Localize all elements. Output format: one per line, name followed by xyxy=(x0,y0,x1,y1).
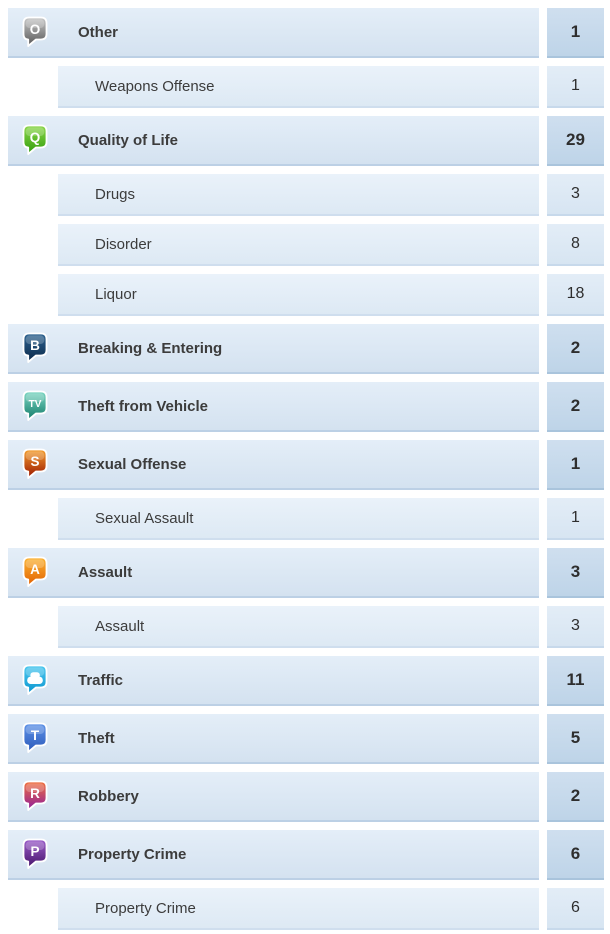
subcategory-label: Disorder xyxy=(95,235,152,253)
category-bar: S Sexual Offense xyxy=(8,440,539,490)
category-row-breaking-entering[interactable]: B Breaking & Entering 2 xyxy=(8,324,604,374)
category-bar: Weapons Offense xyxy=(58,66,539,108)
svg-text:T: T xyxy=(31,728,40,743)
category-bar: TV Theft from Vehicle xyxy=(8,382,539,432)
category-row-theft[interactable]: T Theft 5 xyxy=(8,714,604,764)
subcategory-row-sexual-assault[interactable]: Sexual Assault 1 xyxy=(8,498,604,540)
subcategory-row-liquor[interactable]: Liquor 18 xyxy=(8,274,604,316)
category-bar: Sexual Assault xyxy=(58,498,539,540)
count-badge: 1 xyxy=(547,66,604,108)
count-badge: 3 xyxy=(547,174,604,216)
category-label: Theft xyxy=(78,729,115,747)
svg-text:B: B xyxy=(30,338,40,353)
category-bar: A Assault xyxy=(8,548,539,598)
svg-text:A: A xyxy=(30,562,40,577)
count-badge: 5 xyxy=(547,714,604,764)
category-row-other[interactable]: O Other 1 xyxy=(8,8,604,58)
category-label: Robbery xyxy=(78,787,139,805)
subcategory-row-assault-sub[interactable]: Assault 3 xyxy=(8,606,604,648)
category-row-robbery[interactable]: R Robbery 2 xyxy=(8,772,604,822)
category-label: Assault xyxy=(78,563,133,581)
subcategory-row-disorder[interactable]: Disorder 8 xyxy=(8,224,604,266)
traffic-car-icon xyxy=(20,663,50,697)
sexual-offense-icon: S xyxy=(20,447,50,481)
subcategory-row-drugs[interactable]: Drugs 3 xyxy=(8,174,604,216)
breaking-and-entering-icon: B xyxy=(20,331,50,365)
category-bar: B Breaking & Entering xyxy=(8,324,539,374)
category-label: Theft from Vehicle xyxy=(78,397,209,415)
count-badge: 2 xyxy=(547,772,604,822)
category-row-property-crime[interactable]: P Property Crime 6 xyxy=(8,830,604,880)
category-bar: Drugs xyxy=(58,174,539,216)
svg-text:P: P xyxy=(30,844,39,859)
svg-text:O: O xyxy=(30,22,41,37)
category-bar: P Property Crime xyxy=(8,830,539,880)
category-bar: Property Crime xyxy=(58,888,539,930)
category-bar: Assault xyxy=(58,606,539,648)
count-badge: 29 xyxy=(547,116,604,166)
subcategory-row-property-crime-sub[interactable]: Property Crime 6 xyxy=(8,888,604,930)
category-label: Sexual Offense xyxy=(78,455,187,473)
assault-icon: A xyxy=(20,555,50,589)
theft-icon: T xyxy=(20,721,50,755)
count-badge: 3 xyxy=(547,548,604,598)
count-badge: 1 xyxy=(547,440,604,490)
count-badge: 18 xyxy=(547,274,604,316)
theft-from-vehicle-icon: TV xyxy=(20,389,50,423)
count-badge: 3 xyxy=(547,606,604,648)
category-bar: O Other xyxy=(8,8,539,58)
category-row-theft-from-vehicle[interactable]: TV Theft from Vehicle 2 xyxy=(8,382,604,432)
svg-text:R: R xyxy=(30,786,40,801)
count-badge: 6 xyxy=(547,888,604,930)
category-label: Breaking & Entering xyxy=(78,339,223,357)
quality-of-life-icon: Q xyxy=(20,123,50,157)
category-bar: Traffic xyxy=(8,656,539,706)
svg-text:S: S xyxy=(30,454,39,469)
subcategory-label: Sexual Assault xyxy=(95,509,194,527)
other-icon: O xyxy=(20,15,50,49)
count-badge: 8 xyxy=(547,224,604,266)
category-row-traffic[interactable]: Traffic 11 xyxy=(8,656,604,706)
category-bar: R Robbery xyxy=(8,772,539,822)
svg-text:Q: Q xyxy=(30,130,41,145)
category-label: Other xyxy=(78,23,119,41)
count-badge: 2 xyxy=(547,382,604,432)
category-row-quality-of-life[interactable]: Q Quality of Life 29 xyxy=(8,116,604,166)
subcategory-label: Weapons Offense xyxy=(95,77,215,95)
category-row-sexual-offense[interactable]: S Sexual Offense 1 xyxy=(8,440,604,490)
category-label: Property Crime xyxy=(78,845,187,863)
count-badge: 1 xyxy=(547,498,604,540)
category-label: Quality of Life xyxy=(78,131,179,149)
property-crime-icon: P xyxy=(20,837,50,871)
count-badge: 2 xyxy=(547,324,604,374)
category-bar: Liquor xyxy=(58,274,539,316)
category-bar: Q Quality of Life xyxy=(8,116,539,166)
category-label: Traffic xyxy=(78,671,124,689)
subcategory-label: Property Crime xyxy=(95,899,196,917)
subcategory-label: Assault xyxy=(95,617,145,635)
svg-text:TV: TV xyxy=(29,399,42,410)
count-badge: 1 xyxy=(547,8,604,58)
robbery-icon: R xyxy=(20,779,50,813)
category-bar: T Theft xyxy=(8,714,539,764)
count-badge: 11 xyxy=(547,656,604,706)
category-bar: Disorder xyxy=(58,224,539,266)
count-badge: 6 xyxy=(547,830,604,880)
subcategory-label: Liquor xyxy=(95,285,137,303)
subcategory-row-weapons-offense[interactable]: Weapons Offense 1 xyxy=(8,66,604,108)
subcategory-label: Drugs xyxy=(95,185,136,203)
category-row-assault[interactable]: A Assault 3 xyxy=(8,548,604,598)
